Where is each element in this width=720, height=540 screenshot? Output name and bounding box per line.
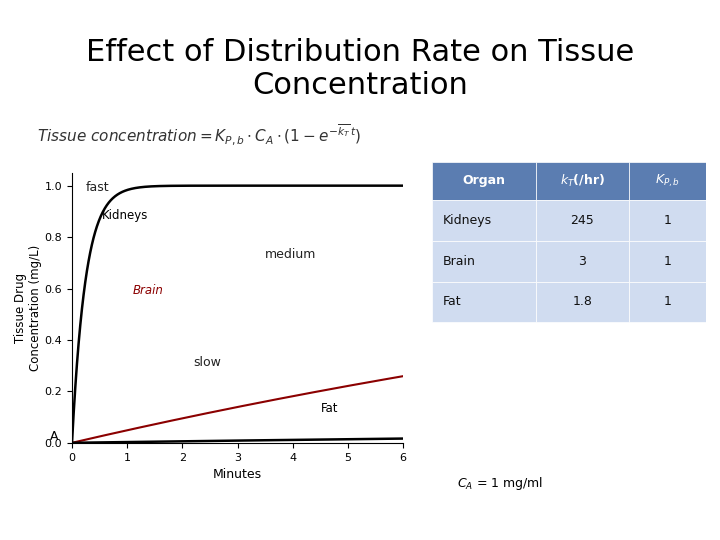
FancyBboxPatch shape xyxy=(432,281,536,322)
Text: 1: 1 xyxy=(663,295,671,308)
X-axis label: Minutes: Minutes xyxy=(213,468,262,481)
Text: $C_A$ = 1 mg/ml: $C_A$ = 1 mg/ml xyxy=(457,475,544,492)
Text: Kidneys: Kidneys xyxy=(102,209,149,222)
Text: 3: 3 xyxy=(579,255,586,268)
Text: Fat: Fat xyxy=(320,402,338,415)
Text: $\it{Tissue\ concentration} = K_{P,b} \cdot C_A \cdot (1 - e^{-\overline{k_T}\,t: $\it{Tissue\ concentration} = K_{P,b} \c… xyxy=(37,123,361,147)
FancyBboxPatch shape xyxy=(536,200,629,241)
FancyBboxPatch shape xyxy=(629,241,706,281)
FancyBboxPatch shape xyxy=(536,162,629,200)
Text: $K_{P,b}$: $K_{P,b}$ xyxy=(654,173,680,189)
Y-axis label: Tissue Drug
Concentration (mg/L): Tissue Drug Concentration (mg/L) xyxy=(14,245,42,371)
FancyBboxPatch shape xyxy=(432,200,536,241)
Text: Effect of Distribution Rate on Tissue
Concentration: Effect of Distribution Rate on Tissue Co… xyxy=(86,38,634,100)
FancyBboxPatch shape xyxy=(629,200,706,241)
Text: 1.8: 1.8 xyxy=(572,295,593,308)
Text: A: A xyxy=(50,430,59,443)
Text: 1: 1 xyxy=(663,255,671,268)
Text: Fat: Fat xyxy=(443,295,462,308)
FancyBboxPatch shape xyxy=(536,281,629,322)
Text: Brain: Brain xyxy=(132,284,163,296)
FancyBboxPatch shape xyxy=(536,241,629,281)
Text: 245: 245 xyxy=(571,214,594,227)
Text: 1: 1 xyxy=(663,214,671,227)
Text: Organ: Organ xyxy=(462,174,505,187)
FancyBboxPatch shape xyxy=(629,162,706,200)
Text: Brain: Brain xyxy=(443,255,476,268)
Text: $k_T$(/hr): $k_T$(/hr) xyxy=(560,173,605,189)
FancyBboxPatch shape xyxy=(629,281,706,322)
FancyBboxPatch shape xyxy=(432,241,536,281)
Text: medium: medium xyxy=(265,248,317,261)
FancyBboxPatch shape xyxy=(432,162,536,200)
Text: slow: slow xyxy=(194,356,221,369)
Text: fast: fast xyxy=(86,181,109,194)
Text: Kidneys: Kidneys xyxy=(443,214,492,227)
